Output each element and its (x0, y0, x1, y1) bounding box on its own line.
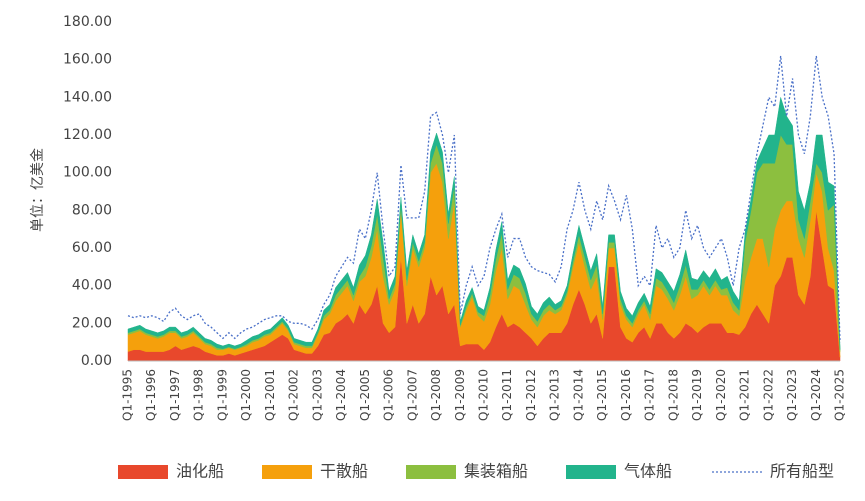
x-tick-label: Q1-2009 (453, 369, 467, 421)
legend-label: 干散船 (320, 462, 368, 481)
x-tick-label: Q1-2012 (524, 369, 538, 421)
y-tick-label: 60.00 (72, 240, 112, 256)
x-tick-label: Q1-1999 (215, 369, 229, 421)
x-tick-label: Q1-1998 (192, 369, 206, 421)
area (127, 97, 841, 350)
x-tick-label: Q1-2003 (310, 369, 324, 421)
x-tick-label: Q1-2014 (571, 369, 585, 421)
x-tick-label: Q1-2007 (405, 369, 419, 421)
legend-swatch (118, 465, 168, 479)
x-tick-label: Q1-2002 (287, 369, 301, 421)
x-tick-label: Q1-1996 (144, 369, 158, 421)
legend-swatch (262, 465, 312, 479)
y-tick-label: 40.00 (72, 278, 112, 294)
x-tick-label: Q1-2024 (809, 369, 823, 421)
x-tick-label: Q1-2022 (761, 369, 775, 421)
x-tick-label: Q1-2013 (548, 369, 562, 421)
x-tick-label: Q1-2018 (666, 369, 680, 421)
total-line (127, 55, 841, 343)
y-axis-label: 单位：亿美金 (30, 148, 46, 232)
x-tick-label: Q1-2019 (690, 369, 704, 421)
x-tick-label: Q1-2001 (263, 369, 277, 421)
y-tick-label: 160.00 (63, 52, 112, 68)
y-tick-label: 120.00 (63, 127, 112, 143)
legend-swatch (406, 465, 456, 479)
y-tick-label: 140.00 (63, 89, 112, 105)
x-tick-label: Q1-2004 (334, 369, 348, 421)
legend-label: 油化船 (176, 462, 224, 481)
x-tick-label: Q1-2020 (714, 369, 728, 421)
x-tick-label: Q1-2010 (477, 369, 491, 421)
legend-label: 集装箱船 (464, 462, 528, 481)
x-tick-label: Q1-1995 (121, 369, 135, 421)
y-tick-label: 0.00 (81, 353, 112, 369)
x-tick-label: Q1-2021 (738, 369, 752, 421)
legend-label: 所有船型 (770, 462, 834, 481)
x-tick-label: Q1-2008 (429, 369, 443, 421)
y-tick-label: 180.00 (63, 14, 112, 30)
x-tick-label: Q1-1997 (168, 369, 182, 421)
area (127, 162, 841, 358)
y-tick-label: 80.00 (72, 202, 112, 218)
x-tick-label: Q1-2016 (619, 369, 633, 421)
x-tick-label: Q1-2023 (785, 369, 799, 421)
x-tick-label: Q1-2011 (500, 369, 514, 421)
legend-label: 气体船 (624, 462, 672, 481)
x-tick-label: Q1-2005 (358, 369, 372, 421)
y-tick-label: 20.00 (72, 315, 112, 331)
x-tick-label: Q1-2025 (833, 369, 847, 421)
x-tick-label: Q1-2015 (595, 369, 609, 421)
y-tick-label: 100.00 (63, 165, 112, 181)
x-tick-label: Q1-2017 (643, 369, 657, 421)
x-tick-label: Q1-2006 (382, 369, 396, 421)
x-tick-label: Q1-2000 (239, 369, 253, 421)
legend-swatch (566, 465, 616, 479)
